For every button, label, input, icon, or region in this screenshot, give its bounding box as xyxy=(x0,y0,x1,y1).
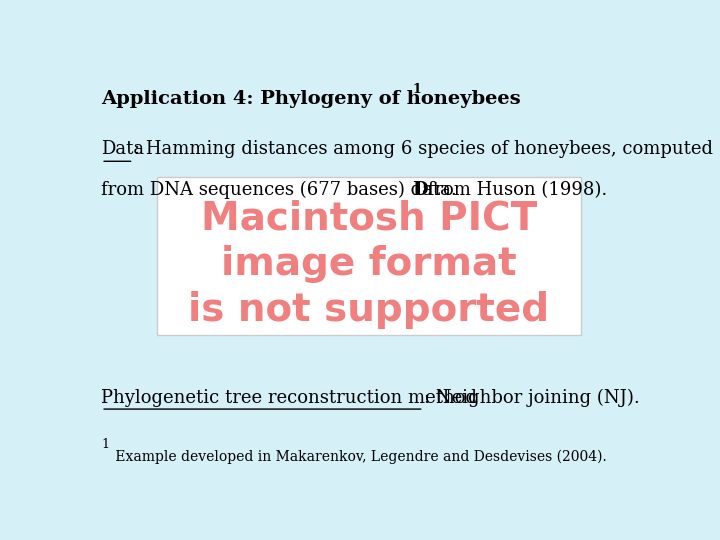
Text: image format: image format xyxy=(221,245,517,284)
Text: 1: 1 xyxy=(413,83,421,96)
Text: is not supported: is not supported xyxy=(189,291,549,329)
FancyBboxPatch shape xyxy=(157,177,581,335)
Text: 1: 1 xyxy=(101,438,109,451)
Text: from Huson (1998).: from Huson (1998). xyxy=(422,181,607,199)
Text: : Neighbor joining (NJ).: : Neighbor joining (NJ). xyxy=(423,389,639,407)
Text: : Hamming distances among 6 species of honeybees, computed: : Hamming distances among 6 species of h… xyxy=(133,140,713,158)
Text: Macintosh PICT: Macintosh PICT xyxy=(201,200,537,238)
Text: Data: Data xyxy=(101,140,144,158)
Text: Application 4: Phylogeny of honeybees: Application 4: Phylogeny of honeybees xyxy=(101,90,521,108)
Text: from DNA sequences (677 bases) data.: from DNA sequences (677 bases) data. xyxy=(101,181,463,199)
Text: Phylogenetic tree reconstruction method: Phylogenetic tree reconstruction method xyxy=(101,389,477,407)
Text: D: D xyxy=(413,181,428,199)
Text: Example developed in Makarenkov, Legendre and Desdevises (2004).: Example developed in Makarenkov, Legendr… xyxy=(111,450,607,464)
